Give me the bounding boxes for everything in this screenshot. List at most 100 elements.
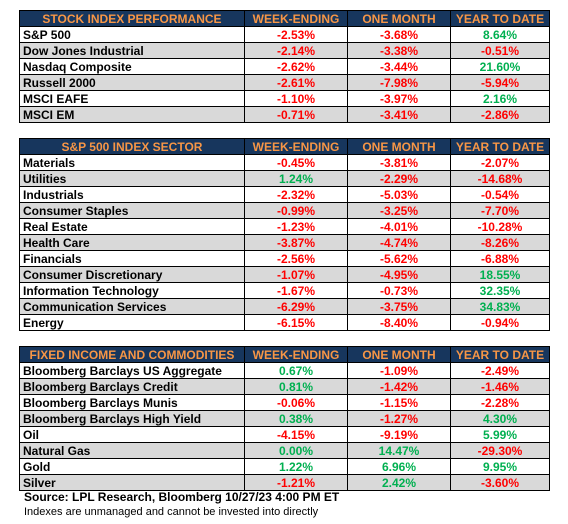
table-row: Bloomberg Barclays Credit 0.81% -1.42% -1.4…	[19, 378, 550, 395]
week-ending-value: 0.00%	[244, 442, 348, 459]
table-row: MSCI EAFE -1.10% -3.97% 2.16%	[19, 90, 550, 107]
table-row: Gold 1.22% 6.96% 9.95%	[19, 458, 550, 475]
row-label: Industrials	[19, 186, 245, 203]
table-row: Industrials -2.32% -5.03% -0.54%	[19, 186, 550, 203]
one-month-value: -3.68%	[347, 26, 451, 43]
week-ending-value: -0.06%	[244, 394, 348, 411]
table-row: Communication Services -6.29% -3.75% 34.83%	[19, 298, 550, 315]
disclaimer-note: Indexes are unmanaged and cannot be inve…	[24, 506, 319, 518]
ytd-value: -2.86%	[450, 106, 550, 123]
ytd-value: 2.16%	[450, 90, 550, 107]
column-header-week: WEEK-ENDING	[244, 138, 348, 155]
table-row: Bloomberg Barclays Munis -0.06% -1.15% -2.2…	[19, 394, 550, 411]
week-ending-value: -1.67%	[244, 282, 348, 299]
week-ending-value: -2.53%	[244, 26, 348, 43]
row-label: Utilities	[19, 170, 245, 187]
week-ending-value: -2.56%	[244, 250, 348, 267]
table-row: Consumer Staples -0.99% -3.25% -7.70%	[19, 202, 550, 219]
ytd-value: 32.35%	[450, 282, 550, 299]
one-month-value: -3.75%	[347, 298, 451, 315]
week-ending-value: -3.87%	[244, 234, 348, 251]
row-label: S&P 500	[19, 26, 245, 43]
fixed-income-table: FIXED INCOME AND COMMODITIES WEEK-ENDING…	[19, 346, 550, 491]
table-row: Nasdaq Composite -2.62% -3.44% 21.60%	[19, 58, 550, 75]
table-row: Bloomberg Barclays High Yield 0.38% -1.27%…	[19, 410, 550, 427]
week-ending-value: 1.22%	[244, 458, 348, 475]
table-title: S&P 500 INDEX SECTOR	[19, 138, 245, 155]
week-ending-value: -1.07%	[244, 266, 348, 283]
table-row: Health Care -3.87% -4.74% -8.26%	[19, 234, 550, 251]
row-label: Natural Gas	[19, 442, 245, 459]
table-row: Consumer Discretionary -1.07% -4.95% 18.55%	[19, 266, 550, 283]
one-month-value: -3.81%	[347, 154, 451, 171]
ytd-value: -10.28%	[450, 218, 550, 235]
ytd-value: -14.68%	[450, 170, 550, 187]
one-month-value: -3.25%	[347, 202, 451, 219]
row-label: MSCI EM	[19, 106, 245, 123]
row-label: Gold	[19, 458, 245, 475]
one-month-value: -7.98%	[347, 74, 451, 91]
one-month-value: -4.01%	[347, 218, 451, 235]
one-month-value: -4.74%	[347, 234, 451, 251]
ytd-value: -0.94%	[450, 314, 550, 331]
table-header-row: STOCK INDEX PERFORMANCE WEEK-ENDING ONE …	[19, 10, 550, 27]
ytd-value: -7.70%	[450, 202, 550, 219]
week-ending-value: -1.23%	[244, 218, 348, 235]
ytd-value: 34.83%	[450, 298, 550, 315]
column-header-week: WEEK-ENDING	[244, 346, 348, 363]
ytd-value: -2.49%	[450, 362, 550, 379]
week-ending-value: -6.29%	[244, 298, 348, 315]
table-row: S&P 500 -2.53% -3.68% 8.64%	[19, 26, 550, 43]
table-row: Utilities 1.24% -2.29% -14.68%	[19, 170, 550, 187]
row-label: Russell 2000	[19, 74, 245, 91]
ytd-value: -8.26%	[450, 234, 550, 251]
week-ending-value: 0.81%	[244, 378, 348, 395]
source-note: Source: LPL Research, Bloomberg 10/27/23…	[24, 490, 340, 504]
row-label: Nasdaq Composite	[19, 58, 245, 75]
one-month-value: -3.41%	[347, 106, 451, 123]
row-label: Silver	[19, 474, 245, 491]
table-row: Information Technology -1.67% -0.73% 32.35%	[19, 282, 550, 299]
column-header-ytd: YEAR TO DATE	[450, 10, 550, 27]
ytd-value: -0.54%	[450, 186, 550, 203]
table-title: STOCK INDEX PERFORMANCE	[19, 10, 245, 27]
stock-index-table: STOCK INDEX PERFORMANCE WEEK-ENDING ONE …	[19, 10, 550, 123]
ytd-value: -1.46%	[450, 378, 550, 395]
row-label: Consumer Discretionary	[19, 266, 245, 283]
row-label: Consumer Staples	[19, 202, 245, 219]
row-label: Bloomberg Barclays US Aggregate	[19, 362, 245, 379]
column-header-month: ONE MONTH	[347, 346, 451, 363]
table-row: Oil -4.15% -9.19% 5.99%	[19, 426, 550, 443]
ytd-value: -0.51%	[450, 42, 550, 59]
table-row: Real Estate -1.23% -4.01% -10.28%	[19, 218, 550, 235]
week-ending-value: -2.14%	[244, 42, 348, 59]
row-label: Information Technology	[19, 282, 245, 299]
sector-table: S&P 500 INDEX SECTOR WEEK-ENDING ONE MON…	[19, 138, 550, 331]
ytd-value: 9.95%	[450, 458, 550, 475]
week-ending-value: -1.10%	[244, 90, 348, 107]
table-row: Silver -1.21% 2.42% -3.60%	[19, 474, 550, 491]
one-month-value: -9.19%	[347, 426, 451, 443]
week-ending-value: -2.61%	[244, 74, 348, 91]
week-ending-value: -4.15%	[244, 426, 348, 443]
table-header-row: S&P 500 INDEX SECTOR WEEK-ENDING ONE MON…	[19, 138, 550, 155]
week-ending-value: -6.15%	[244, 314, 348, 331]
ytd-value: -3.60%	[450, 474, 550, 491]
one-month-value: -3.97%	[347, 90, 451, 107]
row-label: Dow Jones Industrial	[19, 42, 245, 59]
one-month-value: 2.42%	[347, 474, 451, 491]
ytd-value: 8.64%	[450, 26, 550, 43]
row-label: Materials	[19, 154, 245, 171]
one-month-value: -3.38%	[347, 42, 451, 59]
table-row: Financials -2.56% -5.62% -6.88%	[19, 250, 550, 267]
one-month-value: -4.95%	[347, 266, 451, 283]
week-ending-value: -0.45%	[244, 154, 348, 171]
ytd-value: -29.30%	[450, 442, 550, 459]
row-label: Health Care	[19, 234, 245, 251]
table-row: Natural Gas 0.00% 14.47% -29.30%	[19, 442, 550, 459]
row-label: Energy	[19, 314, 245, 331]
ytd-value: 5.99%	[450, 426, 550, 443]
table-row: MSCI EM -0.71% -3.41% -2.86%	[19, 106, 550, 123]
table-row: Energy -6.15% -8.40% -0.94%	[19, 314, 550, 331]
row-label: Oil	[19, 426, 245, 443]
